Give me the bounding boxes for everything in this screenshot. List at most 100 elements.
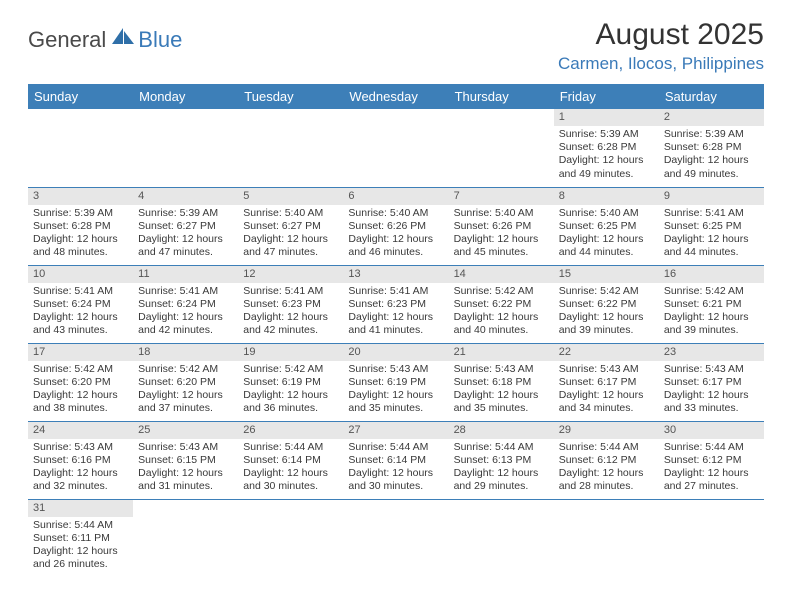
day-line-ss: Sunset: 6:14 PM (348, 454, 443, 467)
day-cell (554, 499, 659, 577)
day-line-ss: Sunset: 6:14 PM (243, 454, 338, 467)
day-line-ss: Sunset: 6:28 PM (559, 141, 654, 154)
day-line-d1: Daylight: 12 hours (243, 389, 338, 402)
day-cell: 14Sunrise: 5:42 AMSunset: 6:22 PMDayligh… (449, 265, 554, 343)
day-line-d2: and 33 minutes. (664, 402, 759, 415)
day-body: Sunrise: 5:43 AMSunset: 6:17 PMDaylight:… (554, 361, 659, 420)
day-line-ss: Sunset: 6:25 PM (664, 220, 759, 233)
day-header: Monday (133, 84, 238, 109)
day-number: 23 (659, 344, 764, 361)
day-line-d2: and 35 minutes. (454, 402, 549, 415)
day-cell: 1Sunrise: 5:39 AMSunset: 6:28 PMDaylight… (554, 109, 659, 187)
day-number: 16 (659, 266, 764, 283)
day-line-sr: Sunrise: 5:39 AM (33, 207, 128, 220)
day-header: Wednesday (343, 84, 448, 109)
day-line-d1: Daylight: 12 hours (243, 233, 338, 246)
day-line-d1: Daylight: 12 hours (348, 233, 443, 246)
day-line-d1: Daylight: 12 hours (664, 467, 759, 480)
day-line-sr: Sunrise: 5:44 AM (243, 441, 338, 454)
day-line-sr: Sunrise: 5:43 AM (33, 441, 128, 454)
day-body: Sunrise: 5:43 AMSunset: 6:15 PMDaylight:… (133, 439, 238, 498)
day-cell: 30Sunrise: 5:44 AMSunset: 6:12 PMDayligh… (659, 421, 764, 499)
week-row: 31Sunrise: 5:44 AMSunset: 6:11 PMDayligh… (28, 499, 764, 577)
day-line-sr: Sunrise: 5:43 AM (664, 363, 759, 376)
day-line-ss: Sunset: 6:17 PM (664, 376, 759, 389)
day-line-d1: Daylight: 12 hours (454, 233, 549, 246)
location: Carmen, Ilocos, Philippines (558, 54, 764, 74)
day-line-ss: Sunset: 6:19 PM (348, 376, 443, 389)
day-body: Sunrise: 5:44 AMSunset: 6:13 PMDaylight:… (449, 439, 554, 498)
day-line-d1: Daylight: 12 hours (664, 311, 759, 324)
day-line-d2: and 42 minutes. (243, 324, 338, 337)
day-number: 11 (133, 266, 238, 283)
day-line-d1: Daylight: 12 hours (33, 233, 128, 246)
day-cell: 12Sunrise: 5:41 AMSunset: 6:23 PMDayligh… (238, 265, 343, 343)
day-header: Saturday (659, 84, 764, 109)
day-line-d1: Daylight: 12 hours (138, 311, 233, 324)
day-line-sr: Sunrise: 5:40 AM (559, 207, 654, 220)
day-cell: 19 Sunrise: 5:42 AMSunset: 6:19 PMDayligh… (238, 343, 343, 421)
day-body: Sunrise: 5:42 AMSunset: 6:20 PMDaylight:… (28, 361, 133, 420)
day-cell: 24Sunrise: 5:43 AMSunset: 6:16 PMDayligh… (28, 421, 133, 499)
day-line-ss: Sunset: 6:28 PM (664, 141, 759, 154)
title-block: August 2025 Carmen, Ilocos, Philippines (558, 18, 764, 74)
day-line-sr: Sunrise: 5:42 AM (243, 363, 338, 376)
day-line-d2: and 35 minutes. (348, 402, 443, 415)
day-cell: 31Sunrise: 5:44 AMSunset: 6:11 PMDayligh… (28, 499, 133, 577)
day-header: Tuesday (238, 84, 343, 109)
day-body: Sunrise: 5:40 AMSunset: 6:25 PMDaylight:… (554, 205, 659, 264)
day-line-d2: and 30 minutes. (243, 480, 338, 493)
day-line-ss: Sunset: 6:27 PM (243, 220, 338, 233)
day-line-d1: Daylight: 12 hours (559, 233, 654, 246)
day-line-sr: Sunrise: 5:43 AM (454, 363, 549, 376)
day-line-sr: Sunrise: 5:42 AM (33, 363, 128, 376)
day-line-d2: and 47 minutes. (138, 246, 233, 259)
header: General Blue August 2025 Carmen, Ilocos,… (28, 18, 764, 74)
day-cell (343, 109, 448, 187)
day-number: 25 (133, 422, 238, 439)
day-number: 19 (238, 344, 343, 361)
day-line-d1: Daylight: 12 hours (33, 545, 128, 558)
day-line-sr: Sunrise: 5:39 AM (664, 128, 759, 141)
day-body: Sunrise: 5:41 AMSunset: 6:24 PMDaylight:… (133, 283, 238, 342)
day-header: Friday (554, 84, 659, 109)
week-row: 10Sunrise: 5:41 AMSunset: 6:24 PMDayligh… (28, 265, 764, 343)
day-line-sr: Sunrise: 5:44 AM (348, 441, 443, 454)
logo: General Blue (28, 26, 182, 53)
day-header: Thursday (449, 84, 554, 109)
day-line-d1: Daylight: 12 hours (33, 311, 128, 324)
day-line-d2: and 32 minutes. (33, 480, 128, 493)
day-cell: 16Sunrise: 5:42 AMSunset: 6:21 PMDayligh… (659, 265, 764, 343)
day-line-sr: Sunrise: 5:42 AM (454, 285, 549, 298)
day-number: 26 (238, 422, 343, 439)
day-body: Sunrise: 5:44 AMSunset: 6:12 PMDaylight:… (659, 439, 764, 498)
day-cell: 9Sunrise: 5:41 AMSunset: 6:25 PMDaylight… (659, 187, 764, 265)
day-body: Sunrise: 5:42 AMSunset: 6:22 PMDaylight:… (449, 283, 554, 342)
week-row: 17Sunrise: 5:42 AMSunset: 6:20 PMDayligh… (28, 343, 764, 421)
day-line-ss: Sunset: 6:21 PM (664, 298, 759, 311)
day-number: 8 (554, 188, 659, 205)
day-line-d2: and 34 minutes. (559, 402, 654, 415)
day-line-d2: and 46 minutes. (348, 246, 443, 259)
day-header-row: Sunday Monday Tuesday Wednesday Thursday… (28, 84, 764, 109)
day-number: 13 (343, 266, 448, 283)
day-line-ss: Sunset: 6:12 PM (559, 454, 654, 467)
day-line-ss: Sunset: 6:19 PM (243, 376, 338, 389)
day-number: 27 (343, 422, 448, 439)
day-line-d1: Daylight: 12 hours (454, 389, 549, 402)
day-line-d2: and 43 minutes. (33, 324, 128, 337)
day-line-d2: and 38 minutes. (33, 402, 128, 415)
day-cell (133, 109, 238, 187)
day-line-ss: Sunset: 6:11 PM (33, 532, 128, 545)
day-line-d1: Daylight: 12 hours (664, 233, 759, 246)
day-cell: 17Sunrise: 5:42 AMSunset: 6:20 PMDayligh… (28, 343, 133, 421)
week-row: 24Sunrise: 5:43 AMSunset: 6:16 PMDayligh… (28, 421, 764, 499)
day-number: 24 (28, 422, 133, 439)
day-line-ss: Sunset: 6:24 PM (138, 298, 233, 311)
day-line-sr: Sunrise: 5:42 AM (138, 363, 233, 376)
day-cell: 6Sunrise: 5:40 AMSunset: 6:26 PMDaylight… (343, 187, 448, 265)
day-line-sr: Sunrise: 5:40 AM (454, 207, 549, 220)
day-line-d1: Daylight: 12 hours (454, 311, 549, 324)
day-line-ss: Sunset: 6:22 PM (559, 298, 654, 311)
week-row: 3Sunrise: 5:39 AMSunset: 6:28 PMDaylight… (28, 187, 764, 265)
